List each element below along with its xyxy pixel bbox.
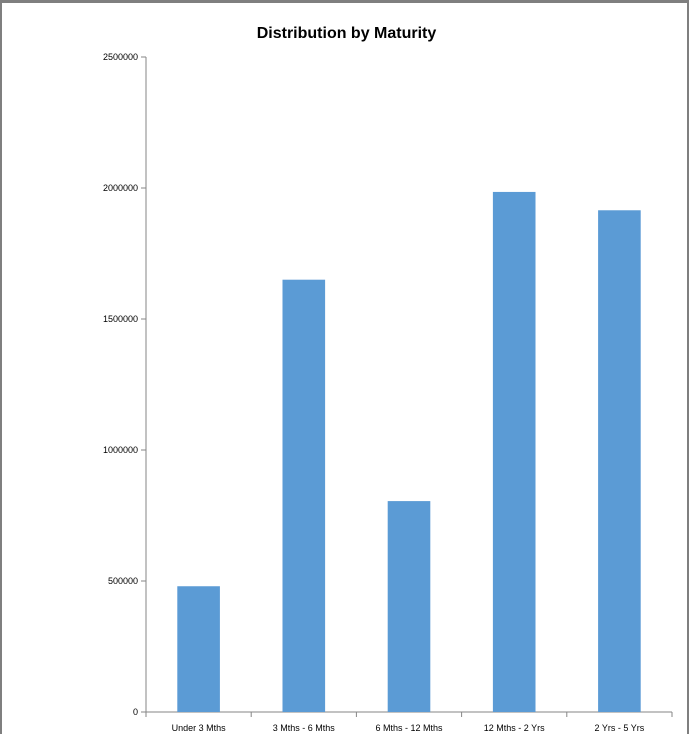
x-tick-label: 3 Mths - 6 Mths	[273, 723, 336, 733]
bars	[177, 191, 641, 712]
bar-chart: 0 500000 1000000 1500000 2000000 2500000 Unde…	[103, 52, 673, 733]
bar	[387, 501, 431, 712]
bar	[282, 279, 326, 712]
y-tick-label: 1500000	[103, 314, 138, 324]
x-tick-label: 6 Mths - 12 Mths	[375, 723, 443, 733]
bar	[177, 586, 220, 712]
x-tick-label: 12 Mths - 2 Yrs	[484, 723, 545, 733]
y-tick-label: 2000000	[103, 183, 138, 193]
bar	[492, 191, 536, 712]
y-tick-label: 500000	[108, 576, 138, 586]
y-tick-label: 2500000	[103, 52, 138, 62]
y-tick-label: 0	[133, 707, 138, 717]
chart-title: Distribution by Maturity	[256, 25, 437, 42]
x-axis: Under 3 Mths 3 Mths - 6 Mths 6 Mths - 12 M…	[145, 711, 673, 733]
y-tick-label: 1000000	[103, 445, 138, 455]
bar	[598, 210, 641, 712]
x-tick-label: 2 Yrs - 5 Yrs	[595, 723, 645, 733]
x-tick-label: Under 3 Mths	[172, 723, 227, 733]
y-axis: 0 500000 1000000 1500000 2000000 2500000	[103, 52, 147, 717]
